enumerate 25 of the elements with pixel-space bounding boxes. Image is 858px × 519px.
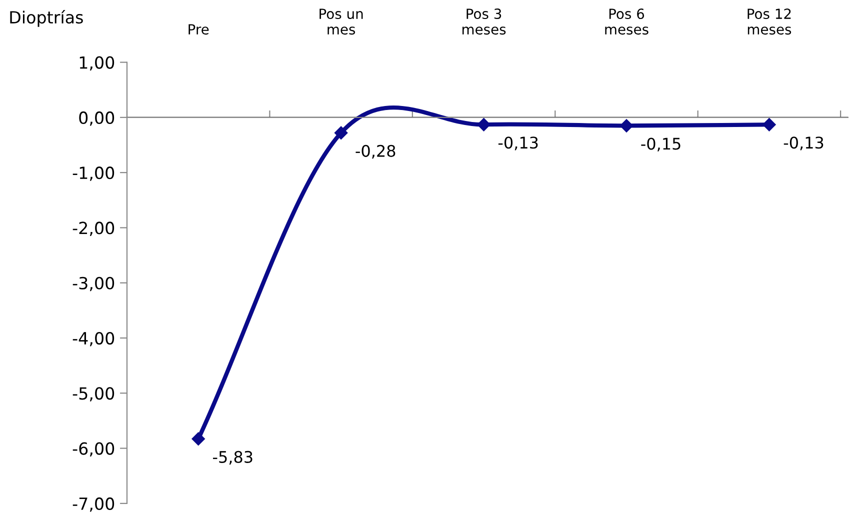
y-tick-label: -5,00	[72, 387, 114, 402]
y-axis-title: Dioptrías	[10, 10, 83, 27]
y-tick-label: -6,00	[72, 442, 114, 457]
y-tick-label: 1,00	[80, 56, 114, 71]
y-tick-label: -1,00	[72, 166, 114, 181]
data-label: -0,28	[356, 144, 396, 159]
point	[620, 119, 634, 132]
y-tick-label: -7,00	[72, 497, 114, 512]
x-tick-label: Pre	[188, 24, 209, 35]
y-tick-label: -2,00	[72, 222, 114, 236]
data-label: -0,15	[641, 138, 680, 152]
point	[477, 118, 490, 132]
x-tick-label: Pos 12 meses	[748, 8, 792, 35]
point	[762, 118, 776, 132]
y-tick-label: 0,00	[79, 111, 114, 126]
y-tick-label: -4,00	[72, 332, 114, 346]
y-tick-label: -3,00	[72, 276, 114, 292]
point	[334, 126, 348, 140]
x-tick-label: Pos 6 meses	[605, 8, 648, 35]
x-tick-label: Pos 3 meses	[462, 8, 506, 35]
point	[192, 432, 205, 446]
data-label: -5,83	[213, 450, 252, 465]
x-tick-label: Pos un mes	[320, 8, 363, 35]
data-label: -0,13	[498, 136, 538, 150]
data-label: -0,13	[784, 136, 824, 150]
